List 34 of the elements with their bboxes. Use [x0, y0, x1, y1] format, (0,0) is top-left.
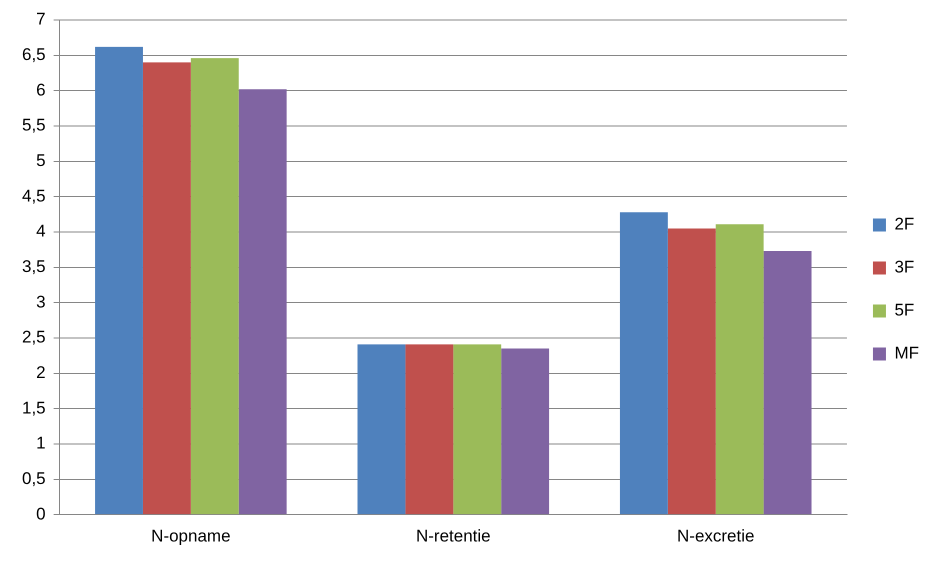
bar: [453, 344, 502, 514]
bar: [620, 212, 668, 514]
bar: [142, 62, 191, 514]
y-tick-label: 3: [36, 292, 46, 312]
bar: [358, 344, 406, 514]
y-tick-label: 4: [36, 222, 46, 241]
bar: [764, 251, 812, 514]
y-tick-label: 0,5: [22, 468, 46, 488]
bar: [95, 46, 143, 514]
bar: [668, 228, 716, 514]
y-tick-label: 1,5: [22, 398, 46, 418]
y-tick-label: 4,5: [22, 186, 46, 206]
y-tick-label: 3,5: [22, 256, 46, 276]
bar: [190, 58, 239, 514]
legend-label: 2F: [894, 214, 914, 234]
y-tick-label: 5,5: [22, 116, 46, 135]
y-tick-label: 0: [36, 504, 46, 524]
y-tick-label: 5: [36, 151, 46, 170]
y-tick-label: 2: [36, 362, 46, 382]
bar: [238, 89, 287, 514]
legend-label: MF: [894, 344, 919, 363]
bar: [405, 344, 454, 514]
bar: [716, 224, 764, 514]
x-tick-label: N-opname: [151, 526, 231, 546]
x-tick-label: N-retentie: [416, 526, 491, 546]
legend-label: 3F: [894, 258, 914, 277]
y-tick-label: 6,5: [22, 45, 46, 64]
legend-label: 5F: [894, 300, 914, 320]
y-tick-label: 1: [36, 434, 46, 453]
bar: [501, 348, 550, 514]
y-tick-label: 7: [36, 10, 46, 29]
x-tick-label: N-excretie: [677, 526, 754, 546]
y-tick-label: 6: [36, 80, 46, 100]
y-tick-label: 2,5: [22, 328, 46, 347]
